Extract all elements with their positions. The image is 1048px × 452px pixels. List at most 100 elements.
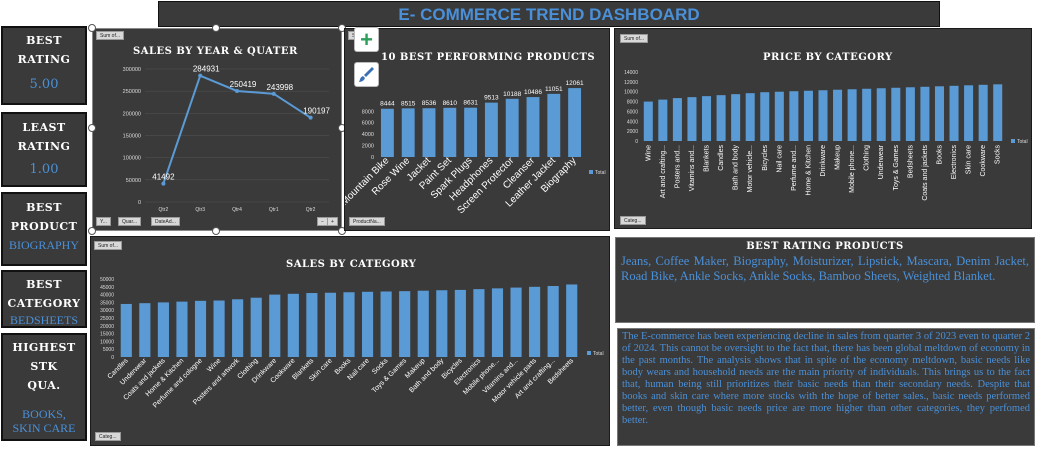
data-label: 41492	[152, 173, 175, 182]
category-filter[interactable]: Categ...	[620, 216, 646, 225]
brush-icon	[359, 67, 374, 82]
bar	[566, 284, 578, 357]
data-label: 8610	[443, 100, 458, 107]
y-tick-label: 14000	[624, 70, 638, 76]
resize-handle[interactable]	[212, 227, 220, 235]
date-filter[interactable]: DateAd...	[151, 217, 180, 226]
y-tick-label: 50000	[100, 277, 114, 283]
data-label: 8515	[401, 100, 416, 107]
resize-handle[interactable]	[88, 227, 96, 235]
data-point	[198, 73, 203, 78]
y-tick-label: 2000	[627, 129, 638, 135]
x-tick-label: Qtr2	[159, 207, 169, 213]
sales-by-category-panel[interactable]: Sum of... SALES BY CATEGORY 0 5000 10000 15…	[90, 236, 610, 446]
y-tick-label: 4000	[362, 132, 374, 138]
page-title: E- COMMERCE TREND DASHBOARD	[398, 5, 700, 24]
kpi-title: CATEGORY	[7, 297, 81, 310]
best-rating-products-panel: BEST RATING PRODUCTS Jeans, Coffee Maker…	[615, 237, 1035, 323]
bar	[891, 87, 901, 141]
category-label: Toys & Games	[371, 357, 408, 394]
bar	[157, 302, 169, 357]
data-label: 12061	[566, 80, 584, 87]
sales-by-quarter-panel[interactable]: Sum of... SALES BY YEAR & QUATER 0 50000 1…	[92, 28, 342, 231]
quarter-filter[interactable]: Quar...	[118, 217, 142, 226]
x-tick-label: Qtr4	[232, 207, 242, 213]
bar	[876, 88, 886, 141]
year-filter[interactable]: Y...	[96, 217, 111, 226]
y-tick-label: 0	[371, 155, 374, 161]
bar	[380, 291, 392, 357]
y-tick-label: 4000	[627, 119, 638, 125]
y-tick-label: 5000	[103, 347, 114, 353]
expand-button[interactable]: +	[327, 217, 338, 226]
sum-of-button[interactable]: Sum of...	[94, 241, 123, 250]
bar	[760, 92, 770, 141]
bar	[436, 290, 448, 357]
category-label: Mobile phone...	[849, 145, 856, 193]
kpi-title: BEST	[26, 34, 62, 47]
bar	[443, 107, 457, 157]
sum-of-button[interactable]: Sum of...	[620, 34, 649, 43]
bar	[139, 303, 151, 357]
kpi-value: 1.00	[29, 162, 59, 177]
kpi-best-category: BEST CATEGORY BEDSHEETS	[1, 270, 87, 328]
bar	[529, 286, 541, 357]
bar	[232, 299, 244, 357]
bar	[847, 89, 857, 141]
category-filter[interactable]: Categ...	[95, 432, 121, 441]
bar	[643, 101, 653, 141]
y-tick-label: 25000	[100, 316, 114, 322]
y-tick-label: 100000	[123, 156, 141, 162]
chart-style-button[interactable]	[354, 62, 379, 87]
kpi-value: BOOKS,	[22, 407, 66, 421]
bar	[491, 288, 504, 357]
bar	[658, 99, 668, 141]
category-label: Art and crafting...	[660, 145, 667, 198]
add-element-button[interactable]: +	[354, 27, 379, 52]
bar	[324, 292, 337, 357]
chart-title: 10 BEST PERFORMING PRODUCTS	[381, 52, 596, 63]
bar	[833, 89, 843, 141]
sum-of-button[interactable]: Sum of...	[96, 31, 125, 40]
top-products-panel[interactable]: Sum of... 10 BEST PERFORMING PRODUCTS 02…	[344, 28, 610, 231]
resize-handle[interactable]	[212, 24, 220, 32]
bar	[702, 96, 712, 141]
data-point	[161, 181, 166, 186]
price-by-category-panel[interactable]: Sum of... PRICE BY CATEGORY 0 2000 4000 600…	[614, 28, 1032, 229]
data-label: 190197	[303, 107, 330, 116]
analysis-summary: The E-commerce has been experiencing dec…	[617, 328, 1035, 446]
resize-handle[interactable]	[338, 227, 346, 235]
kpi-title: RATING	[17, 140, 71, 153]
analysis-text: The E-commerce has been experiencing dec…	[622, 331, 1030, 426]
bar	[120, 303, 132, 357]
bar	[818, 90, 828, 141]
bar	[862, 88, 872, 141]
x-tick-label: Qtr2	[306, 207, 316, 213]
resize-handle[interactable]	[88, 24, 96, 32]
data-label: 243998	[266, 83, 293, 92]
data-label: 284931	[193, 65, 220, 74]
bar	[250, 297, 262, 357]
bar	[473, 289, 485, 357]
bar	[176, 301, 188, 357]
y-tick-label: 8000	[627, 100, 638, 106]
kpi-title: BEST	[26, 201, 62, 214]
category-label: Wine	[645, 145, 652, 161]
data-label: 11051	[545, 86, 563, 93]
bar	[934, 86, 944, 141]
x-tick-label: Qtr1	[269, 207, 279, 213]
bar	[213, 300, 225, 357]
y-tick-label: 45000	[100, 285, 114, 291]
product-filter[interactable]: ProductNa...	[349, 217, 385, 226]
y-tick-label: 2000	[362, 144, 374, 150]
chart-title: PRICE BY CATEGORY	[763, 52, 893, 63]
kpi-title: PRODUCT	[10, 220, 78, 233]
bar	[978, 84, 988, 141]
bar	[993, 84, 1003, 141]
legend-label: Total	[595, 170, 606, 176]
y-tick-label: 0	[111, 355, 114, 361]
bar	[905, 87, 915, 141]
kpi-title: HIGHEST STK	[12, 341, 76, 373]
y-tick-label: 6000	[362, 121, 374, 127]
resize-handle[interactable]	[88, 124, 96, 132]
